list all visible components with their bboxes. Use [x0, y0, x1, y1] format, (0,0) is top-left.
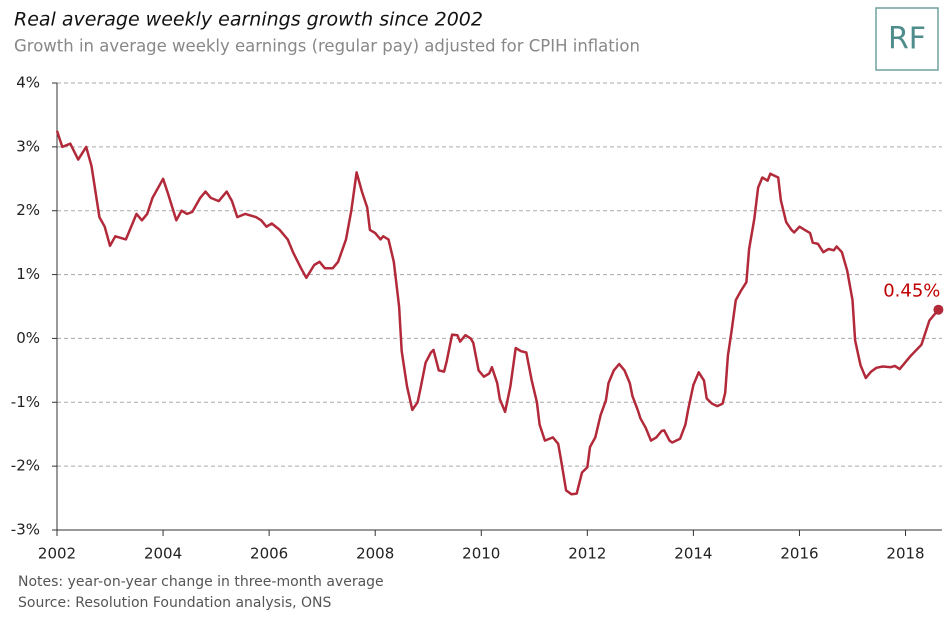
x-tick-label: 2002 [38, 545, 76, 563]
y-tick-label: -1% [11, 393, 40, 411]
x-tick-label: 2006 [250, 545, 288, 563]
source: Source: Resolution Foundation analysis, … [18, 595, 332, 611]
x-tick-label: 2010 [462, 545, 500, 563]
x-tick-label: 2014 [674, 545, 712, 563]
x-tick-label: 2008 [356, 545, 394, 563]
y-tick-label: 2% [16, 201, 40, 219]
y-tick-label: 3% [16, 137, 40, 155]
x-tick-label: 2012 [568, 545, 606, 563]
logo: RF [888, 22, 926, 57]
notes: Notes: year-on-year change in three-mont… [18, 574, 384, 590]
x-tick-label: 2016 [780, 545, 818, 563]
x-tick-label: 2004 [144, 545, 182, 563]
annotation: 0.45% [883, 281, 940, 302]
end-point [933, 304, 944, 315]
logo-box [875, 7, 939, 71]
y-tick-label: 0% [16, 329, 40, 347]
y-tick-label: -2% [11, 457, 40, 475]
chart-subtitle: Growth in average weekly earnings (regul… [14, 37, 640, 56]
y-tick-label: 4% [16, 74, 40, 92]
line-series [55, 130, 940, 496]
chart-title: Real average weekly earnings growth sinc… [14, 9, 483, 31]
y-tick-label: -3% [11, 521, 40, 539]
y-tick-label: 1% [16, 265, 40, 283]
x-tick-label: 2018 [886, 545, 924, 563]
